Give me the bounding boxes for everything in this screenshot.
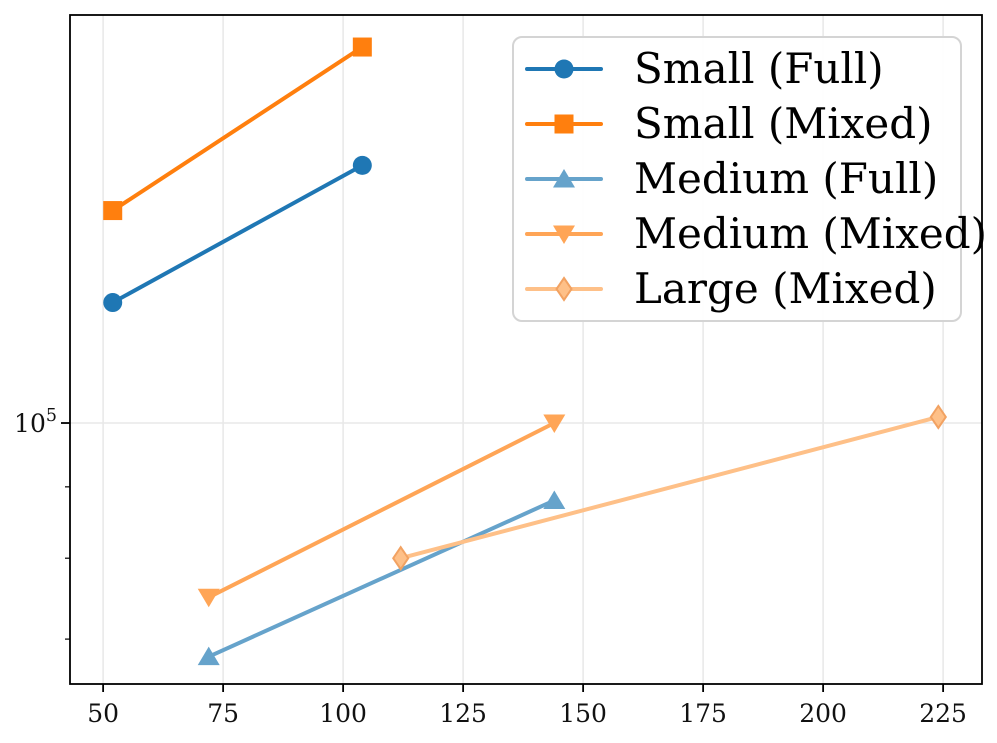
series-small-mixed <box>103 37 372 221</box>
legend-item-label: Medium (Mixed) <box>634 208 988 258</box>
square-marker-icon <box>554 114 574 134</box>
legend-item-large-mixed: Large (Mixed) <box>514 263 960 313</box>
series-line-medium-full <box>206 498 557 659</box>
triangle-up-marker <box>197 646 220 666</box>
x-tick-label: 175 <box>679 699 727 728</box>
thin-diamond-marker <box>392 545 410 571</box>
x-tick-label: 200 <box>799 699 847 728</box>
legend-item-label: Small (Full) <box>634 44 884 94</box>
series-medium-mixed <box>197 414 566 608</box>
series-line-small-mixed <box>110 45 365 213</box>
y-tick-label: 105 <box>14 406 57 438</box>
legend-item-label: Medium (Full) <box>634 153 939 203</box>
legend-sample-medium-mixed <box>525 225 603 244</box>
x-tick-label: 100 <box>319 699 367 728</box>
legend-item-medium-mixed: Medium (Mixed) <box>514 212 987 255</box>
series-line-large-mixed <box>398 414 941 561</box>
triangle-down-marker <box>543 414 566 434</box>
triangle-up-marker <box>543 490 566 509</box>
square-marker <box>352 37 372 57</box>
thin-diamond-marker <box>929 404 948 430</box>
series-large-mixed <box>392 404 948 571</box>
circle-marker <box>352 155 372 175</box>
triangle-down-marker <box>197 588 220 608</box>
x-tick-label: 75 <box>207 699 239 728</box>
legend-item-small-mixed: Small (Mixed) <box>514 103 960 145</box>
legend-sample-large-mixed <box>525 275 603 302</box>
triangle-down-marker-icon <box>553 225 575 244</box>
circle-marker-icon <box>554 59 574 79</box>
series-small-full <box>103 155 372 313</box>
x-tick-label: 50 <box>87 699 119 728</box>
x-tick-label: 150 <box>559 699 607 728</box>
series-line-medium-mixed <box>206 421 557 600</box>
thin-diamond-marker-icon <box>555 275 573 302</box>
plot-border <box>69 14 983 685</box>
series-line-small-full <box>110 163 365 305</box>
legend: Small (Full) Small (Mixed) Medium (Full) Me… <box>512 36 987 322</box>
legend-item-label: Small (Mixed) <box>634 99 933 149</box>
legend-item-label: Large (Mixed) <box>634 263 937 313</box>
legend-item-small-full: Small (Full) <box>514 48 960 90</box>
square-marker <box>103 201 123 221</box>
circle-marker <box>103 293 123 313</box>
legend-sample-small-mixed <box>525 114 603 134</box>
series-medium-full <box>197 490 566 666</box>
legend-sample-small-full <box>525 59 603 79</box>
x-tick-label: 125 <box>439 699 487 728</box>
triangle-up-marker-icon <box>553 168 575 188</box>
legend-sample-medium-full <box>525 168 603 188</box>
legend-item-medium-full: Medium (Full) <box>514 153 960 203</box>
x-tick-label: 225 <box>919 699 967 728</box>
